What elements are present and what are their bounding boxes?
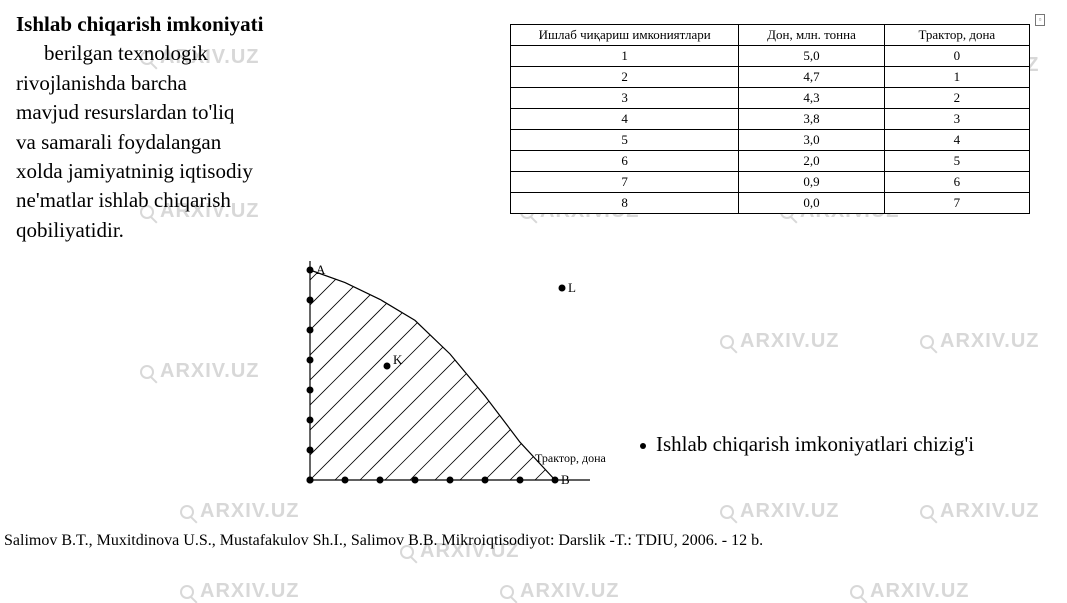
table-row: 62,05 xyxy=(511,151,1030,172)
table-cell: 3,8 xyxy=(739,109,884,130)
table-row: 80,07 xyxy=(511,193,1030,214)
table-cell: 3 xyxy=(884,109,1029,130)
table-cell: 4,3 xyxy=(739,88,884,109)
heading-line-5: ne'matlar ishlab chiqarish xyxy=(16,188,231,212)
watermark: ARXIV.UZ xyxy=(920,330,1040,353)
ppf-chart: K L A B Трактор, дона xyxy=(270,250,640,510)
col-0: Ишлаб чиқариш имкониятлари xyxy=(511,25,739,46)
ppf-table: Ишлаб чиқариш имкониятлари Дон, млн. тон… xyxy=(510,24,1030,214)
svg-text:K: K xyxy=(393,352,403,367)
bullet-text: Ishlab chiqarish imkoniyatlari chizig'i xyxy=(656,432,974,456)
watermark: ARXIV.UZ xyxy=(140,360,260,383)
table-cell: 0,9 xyxy=(739,172,884,193)
svg-text:Трактор, дона: Трактор, дона xyxy=(535,451,606,465)
table-cell: 6 xyxy=(884,172,1029,193)
table-cell: 4,7 xyxy=(739,67,884,88)
table-row: 34,32 xyxy=(511,88,1030,109)
col-1: Дон, млн. тонна xyxy=(739,25,884,46)
heading-line-0: berilgan texnologik xyxy=(44,41,208,65)
heading-line-4: xolda jamiyatninig iqtisodiy xyxy=(16,159,253,183)
watermark: ARXIV.UZ xyxy=(720,330,840,353)
table-row: 70,96 xyxy=(511,172,1030,193)
watermark: ARXIV.UZ xyxy=(920,500,1040,523)
table-cell: 7 xyxy=(884,193,1029,214)
table-cell: 1 xyxy=(884,67,1029,88)
table-row: 53,04 xyxy=(511,130,1030,151)
bullet-block: Ishlab chiqarish imkoniyatlari chizig'i xyxy=(640,430,1020,458)
table-cell: 2,0 xyxy=(739,151,884,172)
table-cell: 8 xyxy=(511,193,739,214)
table-cell: 7 xyxy=(511,172,739,193)
table-cell: 2 xyxy=(511,67,739,88)
svg-text:A: A xyxy=(316,262,326,277)
table-cell: 3,0 xyxy=(739,130,884,151)
svg-text:B: B xyxy=(561,472,570,487)
heading-line-6: qobiliyatidir. xyxy=(16,218,124,242)
svg-text:L: L xyxy=(568,280,576,295)
table-row: 24,71 xyxy=(511,67,1030,88)
heading-block: Ishlab chiqarish imkoniyati berilgan tex… xyxy=(16,10,316,245)
heading-line-3: va samarali foydalangan xyxy=(16,130,221,154)
table-cell: 0,0 xyxy=(739,193,884,214)
table-cell: 2 xyxy=(884,88,1029,109)
table-row: 43,83 xyxy=(511,109,1030,130)
table-cell: 6 xyxy=(511,151,739,172)
heading-line-2: mavjud resurslardan to'liq xyxy=(16,100,234,124)
table: Ишлаб чиқариш имкониятлари Дон, млн. тон… xyxy=(510,24,1030,214)
watermark: ARXIV.UZ xyxy=(720,500,840,523)
citation: Salimov B.T., Muxitdinova U.S., Mustafak… xyxy=(0,532,1067,550)
table-row: 15,00 xyxy=(511,46,1030,67)
table-cell: 4 xyxy=(884,130,1029,151)
table-header-row: Ишлаб чиқариш имкониятлари Дон, млн. тон… xyxy=(511,25,1030,46)
page-object-marker: ▫ xyxy=(1035,14,1045,26)
col-2: Трактор, дона xyxy=(884,25,1029,46)
table-cell: 4 xyxy=(511,109,739,130)
table-cell: 1 xyxy=(511,46,739,67)
bullet-dot-icon xyxy=(640,443,646,449)
table-cell: 0 xyxy=(884,46,1029,67)
table-cell: 3 xyxy=(511,88,739,109)
heading-title: Ishlab chiqarish imkoniyati xyxy=(16,12,263,36)
heading-line-1: rivojlanishda barcha xyxy=(16,71,187,95)
table-cell: 5 xyxy=(884,151,1029,172)
table-cell: 5,0 xyxy=(739,46,884,67)
table-cell: 5 xyxy=(511,130,739,151)
